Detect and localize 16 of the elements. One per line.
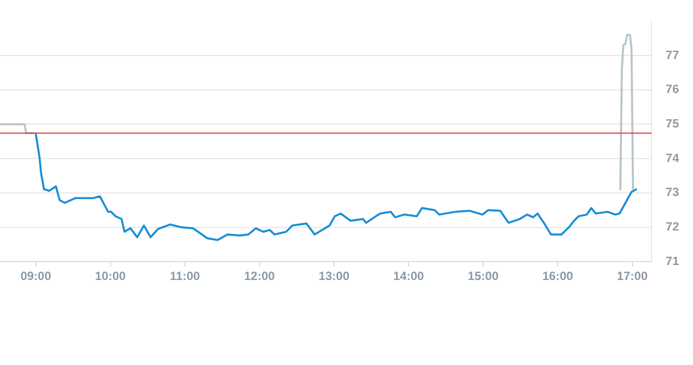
y-tick-label: 77 (666, 48, 680, 62)
x-tick-label: 11:00 (170, 269, 200, 284)
y-tick-label: 75 (666, 116, 680, 131)
y-tick-label: 74 (666, 150, 680, 165)
y-tick-label: 73 (666, 185, 680, 200)
x-tick-label: 12:00 (244, 269, 276, 284)
x-tick-label: 15:00 (468, 269, 499, 284)
x-tick-label: 14:00 (393, 269, 424, 284)
x-tick-label: 17:00 (616, 269, 648, 284)
y-tick-label: 71 (666, 254, 680, 268)
x-tick-label: 13:00 (318, 269, 350, 284)
y-tick-label: 76 (666, 82, 680, 96)
y-tick-label: 72 (666, 220, 680, 234)
x-tick-label: 09:00 (20, 269, 52, 284)
x-tick-label: 10:00 (94, 269, 126, 284)
x-tick-label: 16:00 (542, 269, 574, 284)
